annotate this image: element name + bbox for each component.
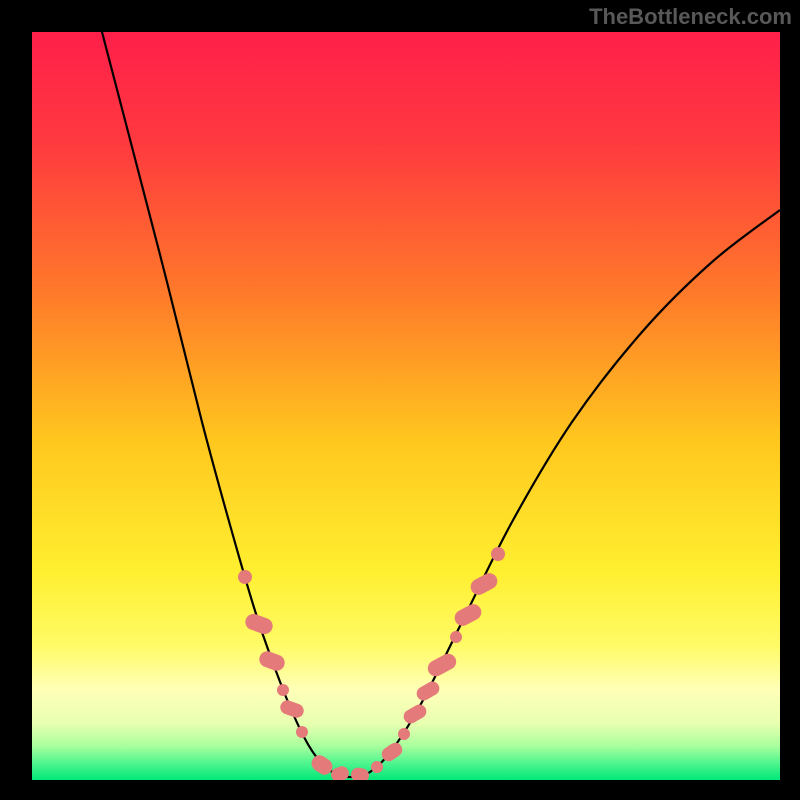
marker-dot <box>277 684 289 696</box>
marker-dot <box>371 761 383 773</box>
watermark-text: TheBottleneck.com <box>589 4 792 30</box>
gradient-background <box>32 32 780 780</box>
marker-dot <box>296 726 308 738</box>
marker-dot <box>398 728 410 740</box>
marker-dot <box>450 631 462 643</box>
marker-dot <box>238 570 252 584</box>
marker-dot <box>491 547 505 561</box>
chart-svg <box>32 32 780 780</box>
chart-frame: TheBottleneck.com <box>0 0 800 800</box>
plot-area <box>32 32 780 780</box>
